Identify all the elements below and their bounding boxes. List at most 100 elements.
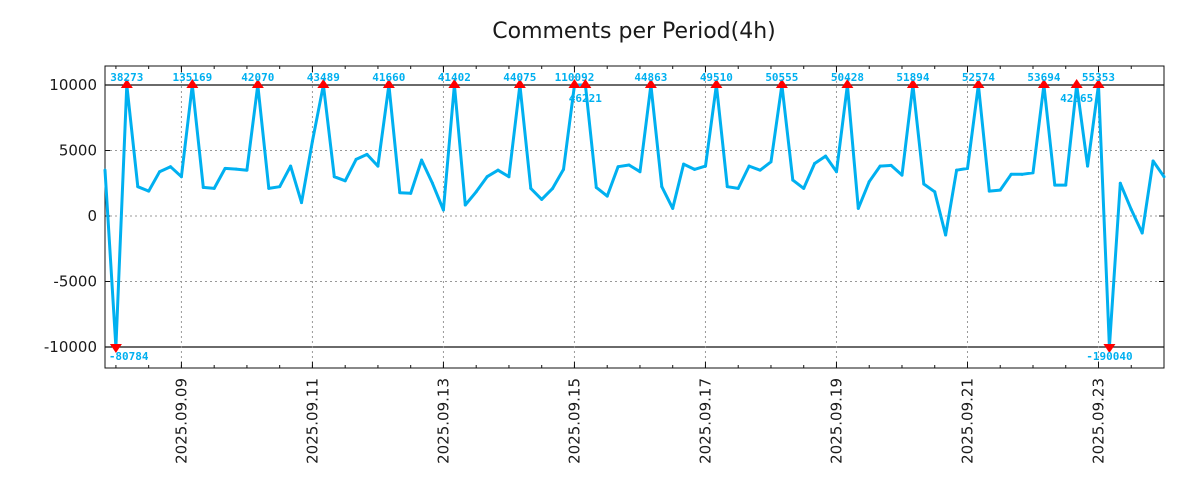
data-label: 50555 bbox=[765, 71, 798, 84]
x-tick-label: 2025.09.11 bbox=[303, 378, 321, 464]
data-point bbox=[813, 161, 817, 165]
data-point bbox=[736, 186, 740, 190]
data-point bbox=[998, 188, 1002, 192]
clip-marker-up bbox=[513, 79, 526, 88]
data-point bbox=[1020, 172, 1024, 176]
clip-marker-down bbox=[109, 344, 122, 353]
x-tick-label: 2025.09.09 bbox=[172, 378, 190, 464]
data-point bbox=[289, 164, 293, 168]
data-point bbox=[1053, 183, 1057, 187]
clip-marker-up bbox=[1092, 79, 1105, 88]
x-tick-label: 2025.09.13 bbox=[434, 378, 452, 464]
clip-marker-up bbox=[448, 79, 461, 88]
clip-marker-up bbox=[568, 79, 581, 88]
data-point bbox=[332, 175, 336, 179]
clip-marker-up bbox=[710, 79, 723, 88]
data-label: 53694 bbox=[1027, 71, 1060, 84]
data-point bbox=[1031, 171, 1035, 175]
x-tick-label: 2025.09.23 bbox=[1089, 378, 1107, 464]
data-point bbox=[496, 168, 500, 172]
data-point bbox=[955, 168, 959, 172]
clip-marker-up bbox=[644, 79, 657, 88]
data-point bbox=[987, 189, 991, 193]
data-point bbox=[354, 157, 358, 161]
data-point bbox=[409, 191, 413, 195]
data-label: 41402 bbox=[438, 71, 471, 84]
data-label: 41660 bbox=[372, 71, 405, 84]
data-point bbox=[933, 190, 937, 194]
data-point bbox=[638, 170, 642, 174]
data-point bbox=[485, 175, 489, 179]
data-point bbox=[201, 185, 205, 189]
data-point bbox=[300, 201, 304, 205]
data-point bbox=[365, 152, 369, 156]
clip-marker-up bbox=[382, 79, 395, 88]
data-point bbox=[278, 185, 282, 189]
data-point bbox=[441, 208, 445, 212]
clip-marker-up bbox=[120, 79, 133, 88]
data-point bbox=[834, 170, 838, 174]
data-point bbox=[158, 170, 162, 174]
data-point bbox=[671, 206, 675, 210]
y-tick-label: -10000 bbox=[44, 338, 97, 356]
x-tick-label: 2025.09.19 bbox=[827, 378, 845, 464]
data-point bbox=[1129, 207, 1133, 211]
data-point bbox=[878, 164, 882, 168]
data-point bbox=[758, 168, 762, 172]
data-point bbox=[660, 185, 664, 189]
data-point bbox=[1140, 231, 1144, 235]
data-point bbox=[1064, 183, 1068, 187]
data-point bbox=[856, 206, 860, 210]
data-point bbox=[824, 154, 828, 158]
data-point bbox=[376, 164, 380, 168]
y-tick-label: 5000 bbox=[59, 142, 97, 160]
grid bbox=[105, 66, 1164, 368]
x-tick-label: 2025.09.15 bbox=[565, 378, 583, 464]
data-point bbox=[791, 178, 795, 182]
data-point bbox=[616, 165, 620, 169]
clip-marker-up bbox=[1037, 79, 1050, 88]
data-label: 55353 bbox=[1082, 71, 1115, 84]
data-point bbox=[398, 191, 402, 195]
data-point bbox=[267, 186, 271, 190]
clip-marker-up bbox=[579, 79, 592, 88]
clip-marker-up bbox=[251, 79, 264, 88]
clip-marker-down bbox=[1103, 344, 1116, 353]
data-label: 44863 bbox=[634, 71, 667, 84]
data-label: 43489 bbox=[307, 71, 340, 84]
y-tick-label: 10000 bbox=[49, 76, 97, 94]
data-label: 38273 bbox=[110, 71, 143, 84]
y-tick-label: 0 bbox=[87, 207, 97, 225]
data-point bbox=[627, 163, 631, 167]
annotations: -80784 38273 135169 42070 43489 41660 41402 440… bbox=[109, 71, 1133, 363]
data-point bbox=[420, 158, 424, 162]
clip-marker-up bbox=[972, 79, 985, 88]
data-label: -190040 bbox=[1086, 350, 1132, 363]
data-point bbox=[562, 167, 566, 171]
clip-marker-up bbox=[186, 79, 199, 88]
data-point bbox=[310, 139, 314, 143]
data-point bbox=[103, 168, 107, 172]
data-point bbox=[212, 186, 216, 190]
data-point bbox=[965, 166, 969, 170]
chart-title: Comments per Period(4h) bbox=[492, 19, 776, 44]
data-point bbox=[463, 203, 467, 207]
data-point bbox=[605, 194, 609, 198]
y-tick-label: -5000 bbox=[53, 273, 97, 291]
data-point bbox=[693, 167, 697, 171]
series-line-comments bbox=[103, 83, 1166, 349]
clip-marker-up bbox=[1070, 79, 1083, 88]
data-point bbox=[507, 175, 511, 179]
data-point bbox=[703, 164, 707, 168]
data-point bbox=[169, 165, 173, 169]
data-point bbox=[900, 173, 904, 177]
data-point bbox=[1162, 175, 1166, 179]
data-point bbox=[245, 168, 249, 172]
data-point bbox=[682, 162, 686, 166]
data-point bbox=[234, 167, 238, 171]
data-label: 46221 bbox=[569, 92, 602, 105]
data-point bbox=[529, 186, 533, 190]
data-point bbox=[540, 197, 544, 201]
clip-marker-up bbox=[317, 79, 330, 88]
